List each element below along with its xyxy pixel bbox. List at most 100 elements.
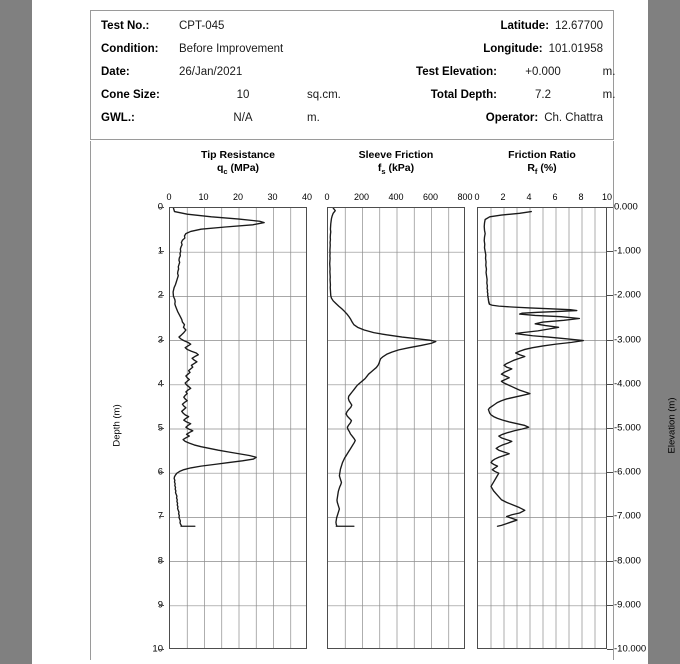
sleeve-friction-plot xyxy=(327,207,465,649)
depth-tick-mark xyxy=(159,383,164,385)
elevation-tick-label: -3.000 xyxy=(614,334,641,346)
elevation-tick-mark xyxy=(607,560,613,562)
cone-size-unit: sq.cm. xyxy=(307,89,341,101)
header-row: Cone Size: 10 sq.cm. Total Depth: 7.2 m. xyxy=(101,89,615,112)
depth-tick-mark xyxy=(159,516,164,518)
chart-title-line1: Friction Ratio xyxy=(508,149,576,161)
xtick-label: 2 xyxy=(500,192,506,202)
report-page: Test No.: CPT-045 Latitude: 12.67700 Con… xyxy=(32,0,678,664)
depth-tick-mark xyxy=(159,649,164,650)
elevation-tick-label: -6.000 xyxy=(614,466,641,478)
friction-ratio-xticks: 0 2 4 6 8 10 xyxy=(474,192,612,204)
total-depth-unit: m. xyxy=(602,89,616,101)
xtick-label: 20 xyxy=(232,192,244,202)
depth-tick-label: 10 xyxy=(152,643,163,655)
chart-title-line1: Sleeve Friction xyxy=(358,149,434,161)
data-curve xyxy=(172,208,265,527)
xtick-label: 0 xyxy=(166,192,172,202)
longitude-label: Longitude: xyxy=(483,43,543,55)
header-row: Date: 26/Jan/2021 Test Elevation: +0.000… xyxy=(101,66,615,89)
xtick-label: 0 xyxy=(324,192,330,202)
cone-size-value: 10 xyxy=(236,89,250,101)
depth-tick-mark xyxy=(159,339,164,341)
test-no-label: Test No.: xyxy=(101,20,150,32)
xtick-label: 40 xyxy=(301,192,313,202)
elevation-tick-mark xyxy=(607,428,613,429)
test-elevation-unit: m. xyxy=(602,66,616,78)
gwl-value: N/A xyxy=(233,112,253,124)
chart-subtitle-line2: qc (MPa) xyxy=(216,162,260,177)
sleeve-friction-title: Sleeve Friction fs (kPa) xyxy=(327,149,465,178)
xtick-label: 400 xyxy=(388,192,404,202)
header-row: Condition: Before Improvement Longitude:… xyxy=(101,43,603,66)
xtick-label: 800 xyxy=(457,192,473,202)
test-elevation-value: +0.000 xyxy=(525,66,561,78)
depth-axis-title: Depth (m) xyxy=(111,404,123,447)
elevation-tick-label: -10.000 xyxy=(614,643,647,655)
friction-ratio-title: Friction Ratio Rf (%) xyxy=(477,149,607,178)
xtick-label: 8 xyxy=(578,192,584,202)
elevation-tick-mark xyxy=(607,207,613,208)
elevation-tick-mark xyxy=(607,516,613,518)
cone-size-label: Cone Size: xyxy=(101,89,160,101)
date-value: 26/Jan/2021 xyxy=(179,66,243,78)
elevation-tick-label: 0.000 xyxy=(614,201,638,213)
condition-value: Before Improvement xyxy=(179,43,284,55)
elevation-tick-mark xyxy=(607,604,613,606)
friction-ratio-plot xyxy=(477,207,607,649)
tip-resistance-xticks: 0 10 20 30 40 xyxy=(166,192,312,204)
xtick-label: 0 xyxy=(474,192,480,202)
data-curve xyxy=(329,208,437,527)
longitude-value: 101.01958 xyxy=(548,43,603,55)
elevation-tick-label: -1.000 xyxy=(614,245,641,257)
date-label: Date: xyxy=(101,66,130,78)
elevation-tick-mark xyxy=(607,649,613,650)
elevation-tick-label: -7.000 xyxy=(614,510,641,522)
xtick-label: 10 xyxy=(198,192,209,202)
elevation-tick-label: -2.000 xyxy=(614,289,641,301)
test-no-value: CPT-045 xyxy=(179,20,225,32)
elevation-tick-label: -4.000 xyxy=(614,378,641,390)
depth-axis-ticks: 012345678910 xyxy=(129,202,164,655)
tip-resistance-plot xyxy=(169,207,307,649)
xtick-label: 6 xyxy=(552,192,558,202)
depth-tick-mark xyxy=(159,472,164,474)
depth-tick-mark xyxy=(159,428,164,429)
elevation-tick-label: -9.000 xyxy=(614,599,641,611)
xtick-label: 600 xyxy=(422,192,439,202)
elevation-tick-mark xyxy=(607,339,613,341)
chart-subtitle-line2: fs (kPa) xyxy=(377,162,415,177)
latitude-value: 12.67700 xyxy=(555,20,603,32)
operator-label: Operator: xyxy=(485,112,539,124)
elevation-tick-mark xyxy=(607,472,613,474)
operator-value: Ch. Chattra xyxy=(544,112,603,124)
elevation-tick-mark xyxy=(607,251,613,253)
depth-tick-mark xyxy=(159,295,164,297)
elevation-tick-mark xyxy=(607,295,613,297)
sleeve-friction-xticks: 0 200 400 600 800 xyxy=(324,192,472,204)
data-curve xyxy=(483,210,584,527)
elevation-tick-label: -8.000 xyxy=(614,555,641,567)
xtick-label: 200 xyxy=(353,192,370,202)
total-depth-value: 7.2 xyxy=(535,89,551,101)
depth-tick-mark xyxy=(159,560,164,562)
elevation-axis-title: Elevation (m) xyxy=(666,397,678,454)
gwl-label: GWL.: xyxy=(101,112,135,124)
tip-resistance-title: Tip Resistance qc (MPa) xyxy=(169,149,307,178)
condition-label: Condition: xyxy=(101,43,159,55)
header-row: GWL.: N/A m. Operator: Ch. Chattra xyxy=(101,112,603,135)
total-depth-label: Total Depth: xyxy=(430,89,497,101)
depth-tick-mark xyxy=(159,251,164,253)
chart-title-line1: Tip Resistance xyxy=(201,149,275,161)
latitude-label: Latitude: xyxy=(500,20,550,32)
chart-subtitle-line2: Rf (%) xyxy=(527,162,557,177)
test-info-header: Test No.: CPT-045 Latitude: 12.67700 Con… xyxy=(90,10,615,140)
depth-tick-mark xyxy=(159,604,164,606)
xtick-label: 4 xyxy=(526,192,532,202)
cpt-log-plot-panel: 012345678910 Depth (m) 0.000 -1.000 -2.000… xyxy=(90,141,678,660)
xtick-label: 10 xyxy=(601,192,613,202)
header-row: Test No.: CPT-045 Latitude: 12.67700 xyxy=(101,20,603,43)
test-elevation-label: Test Elevation: xyxy=(416,66,497,78)
gwl-unit: m. xyxy=(307,112,320,124)
elevation-axis-ticks: 0.000 -1.000 -2.000 -3.000 -4.000 -5.000 -6.00… xyxy=(607,202,659,655)
